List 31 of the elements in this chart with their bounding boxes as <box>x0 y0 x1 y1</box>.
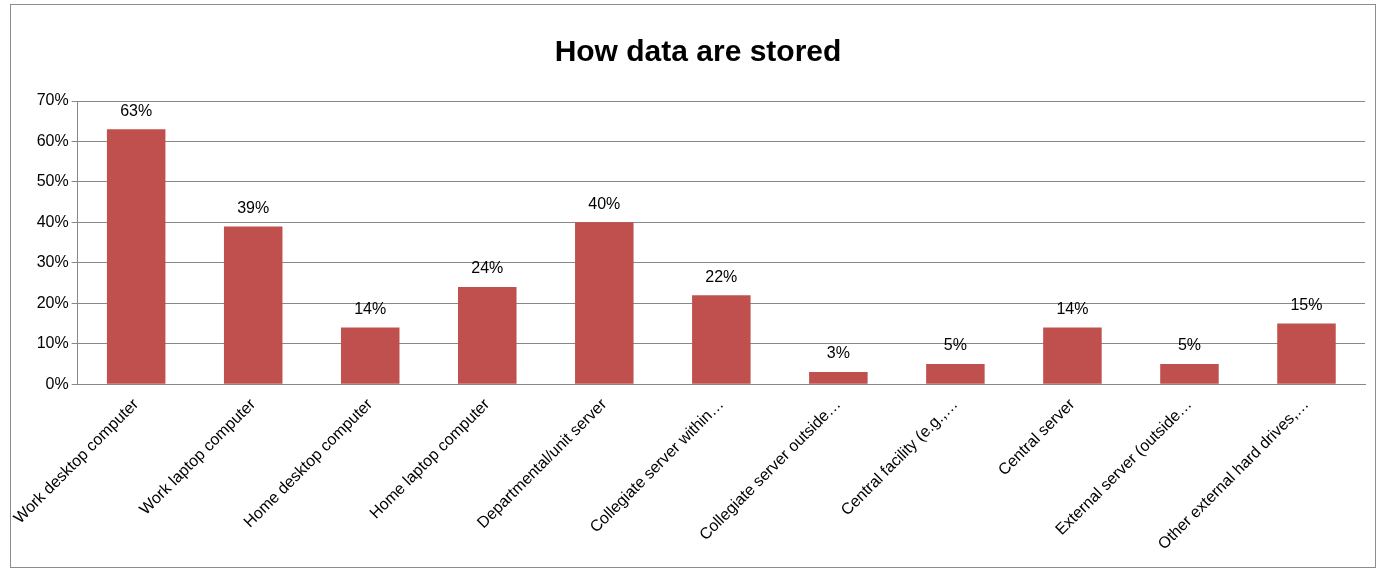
data-label: 39% <box>237 198 270 216</box>
bar <box>340 327 400 384</box>
chart-title: How data are stored <box>554 34 842 68</box>
data-label: 3% <box>826 344 850 362</box>
bar <box>575 222 634 384</box>
data-label: 14% <box>1056 299 1089 317</box>
data-label: 14% <box>354 299 387 317</box>
data-label: 40% <box>588 194 621 212</box>
bar <box>692 295 751 384</box>
y-tick-label: 50% <box>36 172 69 190</box>
bar <box>809 372 868 384</box>
y-tick-label: 20% <box>36 293 69 311</box>
data-label: 24% <box>471 259 504 277</box>
data-label: 15% <box>1290 295 1323 313</box>
data-label: 5% <box>943 336 967 354</box>
bar <box>1277 323 1336 384</box>
y-tick-label: 40% <box>36 212 69 230</box>
y-tick-label: 30% <box>36 253 69 271</box>
bar <box>926 363 985 384</box>
data-label: 63% <box>120 101 153 119</box>
bar <box>458 287 517 384</box>
bar <box>1160 363 1219 384</box>
bar <box>106 129 166 384</box>
bar <box>223 226 283 384</box>
y-tick-label: 60% <box>36 131 69 149</box>
bar <box>1043 327 1102 384</box>
y-tick-label: 0% <box>45 374 69 392</box>
y-tick-label: 70% <box>36 91 69 109</box>
y-tick-label: 10% <box>36 334 69 352</box>
data-label: 5% <box>1177 336 1202 354</box>
data-label: 22% <box>705 267 738 285</box>
